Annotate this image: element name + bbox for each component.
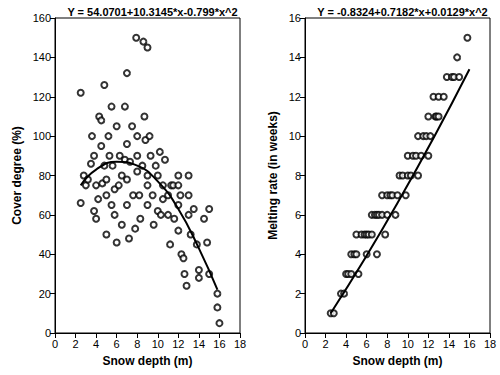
- svg-text:6: 6: [364, 338, 370, 350]
- svg-text:6: 6: [295, 209, 301, 221]
- svg-text:80: 80: [39, 170, 51, 182]
- svg-text:10: 10: [289, 130, 301, 142]
- svg-text:8: 8: [295, 170, 301, 182]
- svg-text:0: 0: [45, 327, 51, 339]
- svg-text:16: 16: [213, 338, 225, 350]
- svg-text:4: 4: [93, 338, 99, 350]
- svg-text:Melting rate (in weeks): Melting rate (in weeks): [266, 111, 280, 240]
- svg-text:0: 0: [295, 327, 301, 339]
- svg-text:18: 18: [234, 338, 246, 350]
- svg-text:4: 4: [295, 248, 301, 260]
- svg-text:8: 8: [384, 338, 390, 350]
- svg-text:40: 40: [39, 248, 51, 260]
- svg-text:16: 16: [463, 338, 475, 350]
- svg-text:120: 120: [33, 91, 51, 103]
- svg-text:Cover degree (%): Cover degree (%): [10, 126, 24, 225]
- svg-text:Snow depth (m): Snow depth (m): [103, 354, 193, 368]
- svg-text:8: 8: [134, 338, 140, 350]
- svg-text:0: 0: [52, 338, 58, 350]
- svg-text:14: 14: [289, 51, 301, 63]
- svg-text:16: 16: [289, 12, 301, 24]
- svg-text:0: 0: [302, 338, 308, 350]
- svg-text:6: 6: [114, 338, 120, 350]
- svg-text:18: 18: [484, 338, 496, 350]
- svg-text:20: 20: [39, 288, 51, 300]
- svg-text:12: 12: [422, 338, 434, 350]
- svg-text:Y = -0.8324+0.7182*x+0.0129*x^: Y = -0.8324+0.7182*x+0.0129*x^2: [317, 6, 487, 18]
- svg-text:2: 2: [322, 338, 328, 350]
- svg-text:14: 14: [443, 338, 455, 350]
- svg-text:140: 140: [33, 51, 51, 63]
- svg-text:2: 2: [72, 338, 78, 350]
- svg-text:Snow depth (m): Snow depth (m): [353, 354, 443, 368]
- svg-text:10: 10: [402, 338, 414, 350]
- svg-text:10: 10: [152, 338, 164, 350]
- svg-text:60: 60: [39, 209, 51, 221]
- svg-text:100: 100: [33, 130, 51, 142]
- svg-text:12: 12: [172, 338, 184, 350]
- svg-text:4: 4: [343, 338, 349, 350]
- svg-text:Y = 54.0701+10.3145*x-0.799*x^: Y = 54.0701+10.3145*x-0.799*x^2: [67, 6, 237, 18]
- svg-text:160: 160: [33, 12, 51, 24]
- svg-text:2: 2: [295, 288, 301, 300]
- svg-text:14: 14: [193, 338, 205, 350]
- svg-text:12: 12: [289, 91, 301, 103]
